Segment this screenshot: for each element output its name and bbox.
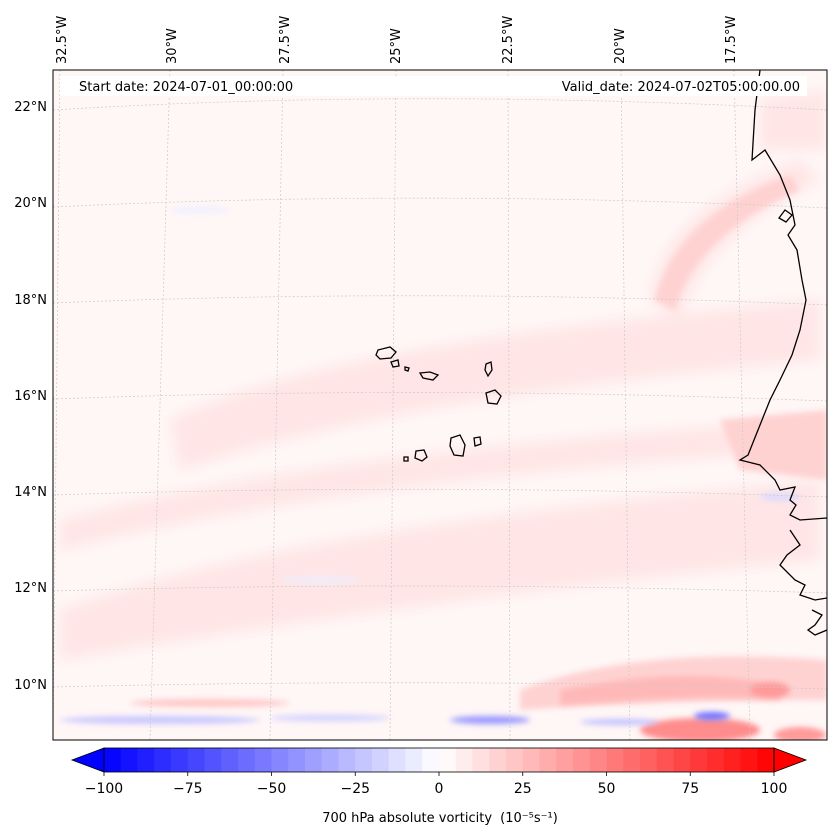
colorbar-segment: [355, 748, 373, 772]
colorbar-segment: [522, 748, 541, 772]
colorbar-segment: [707, 748, 725, 772]
lon-label: 32.5°W: [55, 16, 70, 64]
colorbar-segment: [439, 748, 457, 772]
colorbar-segment: [455, 748, 474, 772]
colorbar-segment: [238, 748, 256, 772]
graticule: [53, 70, 827, 740]
colorbar-segment: [640, 748, 658, 772]
colorbar-tick-label: −25: [340, 781, 370, 797]
colorbar: −100 −75 −50 −25 0 25 50 75 100: [70, 747, 808, 797]
colorbar-segment: [472, 748, 490, 772]
colorbar-segment: [187, 748, 206, 772]
colorbar-segment: [489, 748, 507, 772]
lon-label: 20°W: [613, 28, 628, 64]
colorbar-segment: [221, 748, 239, 772]
colorbar-tick-label: 25: [514, 781, 532, 797]
map-frame: [52, 69, 828, 741]
colorbar-segment: [338, 748, 356, 772]
colorbar-segment: [372, 748, 390, 772]
lat-label: 22°N: [14, 100, 47, 115]
colorbar-segment: [656, 748, 675, 772]
colorbar-segment: [154, 748, 172, 772]
lat-label: 14°N: [14, 485, 47, 500]
colorbar-extend-max: [773, 747, 808, 773]
coastline: [738, 70, 827, 636]
islands: [375, 346, 502, 462]
colorbar-segment: [120, 748, 139, 772]
lon-label: 17.5°W: [724, 16, 739, 64]
colorbar-segment: [723, 748, 742, 772]
colorbar-tick-label: 75: [681, 781, 699, 797]
colorbar-segment: [288, 748, 306, 772]
colorbar-segment: [321, 748, 340, 772]
lat-label: 12°N: [14, 581, 47, 596]
colorbar-segment: [757, 748, 775, 772]
colorbar-label: 700 hPa absolute vorticity (10⁻⁵s⁻¹): [322, 811, 558, 826]
colorbar-segment: [305, 748, 323, 772]
colorbar-tick-label: −100: [85, 781, 123, 797]
colorbar-segment: [137, 748, 155, 772]
lon-label: 27.5°W: [278, 16, 293, 64]
colorbar-segment: [589, 748, 608, 772]
colorbar-segment: [606, 748, 624, 772]
colorbar-tick-label: 0: [435, 781, 444, 797]
start-date-label: Start date: 2024-07-01_00:00:00: [79, 80, 293, 95]
colorbar-segment: [422, 748, 440, 772]
colorbar-segment: [573, 748, 591, 772]
lon-label: 22.5°W: [501, 16, 516, 64]
colorbar-segment: [405, 748, 423, 772]
lat-label: 16°N: [14, 389, 47, 404]
lon-label: 25°W: [389, 28, 404, 64]
date-banner: [60, 76, 807, 96]
lat-label: 10°N: [14, 678, 47, 693]
colorbar-tick-label: −50: [257, 781, 287, 797]
lat-labels: 22°N 20°N 18°N 16°N 14°N 12°N 10°N: [14, 100, 47, 693]
lon-label: 30°W: [165, 28, 180, 64]
field-units: (10⁻⁵s⁻¹): [500, 811, 558, 826]
lon-labels: 32.5°W 30°W 27.5°W 25°W 22.5°W 20°W 17.5…: [55, 16, 739, 64]
colorbar-segment: [204, 748, 222, 772]
lat-label: 18°N: [14, 293, 47, 308]
colorbar-segment: [388, 748, 407, 772]
vorticity-field: [53, 70, 827, 740]
colorbar-segment: [104, 748, 122, 772]
colorbar-segment: [254, 748, 273, 772]
colorbar-segment: [740, 748, 758, 772]
colorbar-extend-min: [70, 747, 105, 773]
colorbar-segment: [506, 748, 524, 772]
colorbar-segment: [271, 748, 289, 772]
colorbar-tick-label: 100: [761, 781, 788, 797]
lat-label: 20°N: [14, 196, 47, 211]
colorbar-tick-label: −75: [173, 781, 203, 797]
colorbar-segment: [673, 748, 691, 772]
colorbar-segment: [171, 748, 189, 772]
colorbar-segment: [539, 748, 557, 772]
field-name: 700 hPa absolute vorticity: [322, 811, 492, 826]
colorbar-tick-label: 50: [598, 781, 616, 797]
colorbar-segment: [690, 748, 708, 772]
colorbar-segment: [556, 748, 574, 772]
colorbar-segment: [623, 748, 641, 772]
valid-date-label: Valid_date: 2024-07-02T05:00:00.00: [562, 80, 800, 95]
